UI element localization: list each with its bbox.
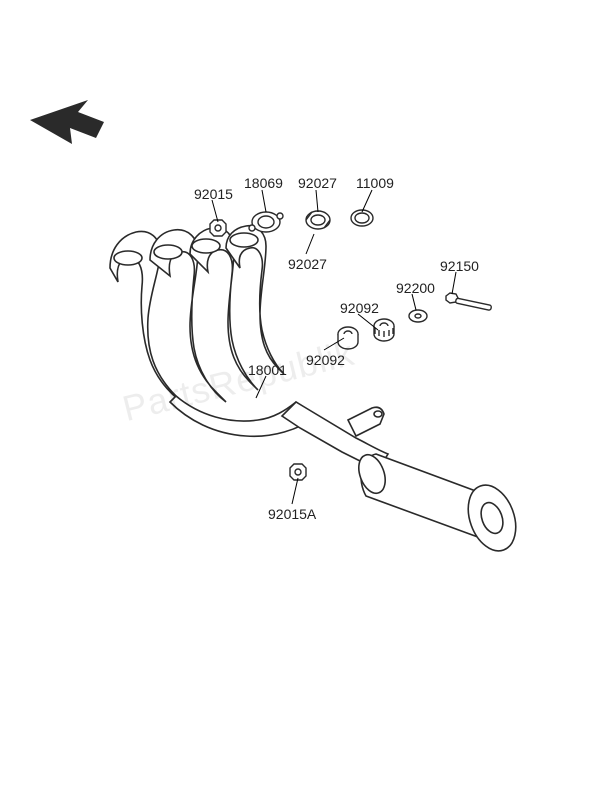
nut-92015a bbox=[290, 464, 306, 480]
callout-92027b: 92027 bbox=[288, 256, 327, 272]
callout-92015A: 92015A bbox=[268, 506, 316, 522]
muffler bbox=[354, 451, 524, 557]
callout-11009: 11009 bbox=[356, 175, 394, 191]
callout-92200: 92200 bbox=[396, 280, 435, 296]
callout-92150: 92150 bbox=[440, 258, 479, 274]
callout-92027: 92027 bbox=[298, 175, 337, 191]
callout-92092b: 92092 bbox=[306, 352, 345, 368]
diagram-svg bbox=[0, 0, 600, 785]
callout-92015: 92015 bbox=[194, 186, 233, 202]
callout-18069: 18069 bbox=[244, 175, 283, 191]
callout-18001: 18001 bbox=[248, 362, 287, 378]
pointer-arrow bbox=[30, 100, 104, 144]
parts-diagram: 11009 92027 18069 92015 92027 92150 9220… bbox=[0, 0, 600, 785]
callout-92092: 92092 bbox=[340, 300, 379, 316]
